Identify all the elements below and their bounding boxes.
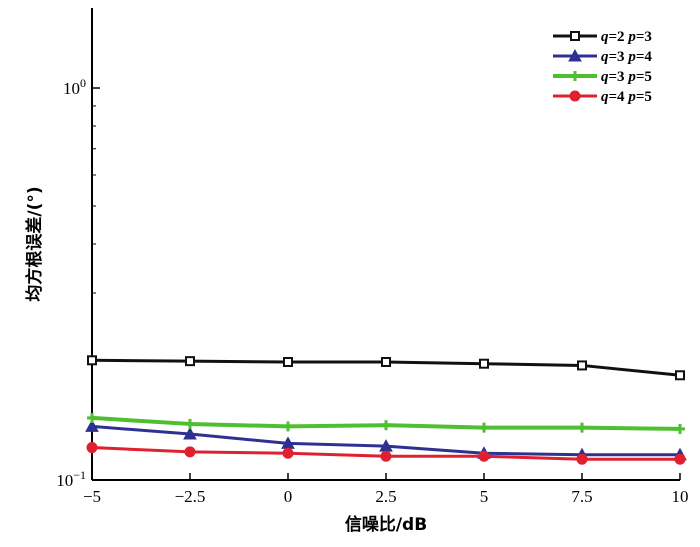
legend-marker xyxy=(570,31,580,41)
data-point xyxy=(185,356,195,367)
legend-marker xyxy=(570,71,580,81)
x-tick-label: −5 xyxy=(83,487,101,506)
legend-label: q=3 p=5 xyxy=(601,69,652,85)
axes xyxy=(91,8,680,481)
data-point xyxy=(381,420,391,431)
data-point xyxy=(576,453,588,465)
y-axis-title: 均方根误差/(°) xyxy=(24,186,45,301)
series-4 xyxy=(86,442,686,465)
x-tick-label: 5 xyxy=(480,487,489,506)
y-tick-label: 100 xyxy=(63,76,86,98)
series-1 xyxy=(87,355,685,381)
legend-entry-4: q=4 p=5 xyxy=(553,89,652,105)
legend-marker xyxy=(568,48,582,62)
data-point xyxy=(479,358,489,369)
data-point xyxy=(87,412,97,423)
data-point xyxy=(184,446,196,458)
x-tick-label: 10 xyxy=(672,487,689,506)
data-point xyxy=(86,442,98,454)
data-point xyxy=(479,422,489,433)
y-ticks: 100 10−1 xyxy=(56,76,100,490)
legend-entry-2: q=3 p=4 xyxy=(553,48,652,65)
series-3 xyxy=(87,412,685,434)
data-point xyxy=(87,355,97,366)
x-tick-label: −2.5 xyxy=(175,487,206,506)
data-point xyxy=(283,421,293,432)
legend-label: q=3 p=4 xyxy=(601,49,652,65)
data-point xyxy=(283,357,293,367)
data-point xyxy=(577,360,587,371)
data-point xyxy=(674,453,686,465)
legend-label: q=2 p=3 xyxy=(601,29,652,45)
legend: q=2 p=3 q=3 p=4 q=3 p=5 q=4 p=5 xyxy=(553,29,652,105)
data-point xyxy=(675,370,685,381)
data-point xyxy=(183,426,197,440)
data-point xyxy=(185,418,195,429)
x-tick-label: 0 xyxy=(284,487,293,506)
x-axis-title: 信噪比/dB xyxy=(345,514,427,535)
data-point xyxy=(478,450,490,462)
x-ticks: −5 −2.5 0 2.5 5 7.5 10 xyxy=(83,473,689,506)
legend-entry-3: q=3 p=5 xyxy=(553,69,652,85)
data-point xyxy=(85,419,99,432)
data-point xyxy=(282,447,294,459)
data-point xyxy=(577,422,587,433)
x-tick-label: 2.5 xyxy=(375,487,396,506)
series-layer xyxy=(85,355,687,465)
legend-entry-1: q=2 p=3 xyxy=(553,29,652,45)
data-point xyxy=(381,357,391,367)
y-tick-label: 10−1 xyxy=(56,468,86,490)
legend-label: q=4 p=5 xyxy=(601,89,652,105)
x-tick-label: 7.5 xyxy=(571,487,592,506)
data-point xyxy=(675,423,685,434)
legend-marker xyxy=(569,90,581,102)
data-point xyxy=(380,450,392,462)
